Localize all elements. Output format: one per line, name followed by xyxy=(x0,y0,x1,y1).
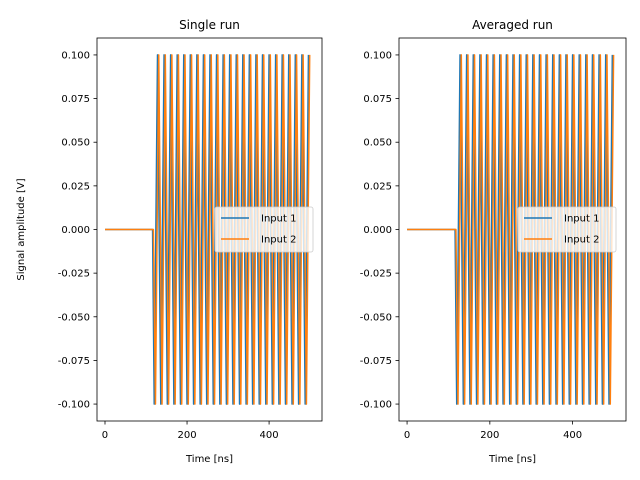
x-axis-label: Time [ns] xyxy=(488,454,536,465)
x-tick-label: 400 xyxy=(260,430,279,441)
y-tick-label: -0.075 xyxy=(360,356,392,367)
y-tick-label: 0.075 xyxy=(61,94,90,105)
x-tick-label: 0 xyxy=(404,430,410,441)
y-tick-label: 0.025 xyxy=(363,181,392,192)
legend: Input 1 Input 2 xyxy=(517,206,617,253)
y-tick-label: 0.075 xyxy=(363,94,392,105)
chart-title: Single run xyxy=(179,18,240,32)
x-axis-label: Time [ns] xyxy=(185,454,233,465)
legend-label: Input 1 xyxy=(564,214,599,225)
chart-title: Averaged run xyxy=(472,18,553,32)
x-tick-label: 200 xyxy=(480,430,499,441)
axes-2: 0 200 400 -0.100 -0.075 -0.050 -0.025 0.000 0.02… xyxy=(360,18,627,465)
y-tick-label: -0.050 xyxy=(360,312,392,323)
y-tick-label: 0.000 xyxy=(61,225,90,236)
y-tick-label: -0.025 xyxy=(360,269,392,280)
x-tick-label: 200 xyxy=(177,430,196,441)
x-tick-label: 400 xyxy=(563,430,582,441)
y-tick-label: -0.050 xyxy=(58,312,90,323)
y-tick-label: 0.100 xyxy=(61,50,90,61)
axes-1: 0 200 400 -0.100 -0.075 -0.050 -0.025 0.000 0.02… xyxy=(16,18,323,465)
y-tick-label: -0.025 xyxy=(58,269,90,280)
y-tick-label: -0.100 xyxy=(58,400,90,411)
legend-label: Input 1 xyxy=(261,214,296,225)
y-tick-label: -0.075 xyxy=(58,356,90,367)
y-tick-label: 0.100 xyxy=(363,50,392,61)
y-tick-label: 0.025 xyxy=(61,181,90,192)
legend-label: Input 2 xyxy=(261,235,296,246)
legend-label: Input 2 xyxy=(564,235,599,246)
y-tick-label: -0.100 xyxy=(360,400,392,411)
y-axis-label: Signal amplitude [V] xyxy=(16,178,27,280)
legend: Input 1 Input 2 xyxy=(214,206,314,253)
y-tick-label: 0.000 xyxy=(363,225,392,236)
y-tick-label: 0.050 xyxy=(61,138,90,149)
y-tick-label: 0.050 xyxy=(363,138,392,149)
x-tick-label: 0 xyxy=(102,430,108,441)
